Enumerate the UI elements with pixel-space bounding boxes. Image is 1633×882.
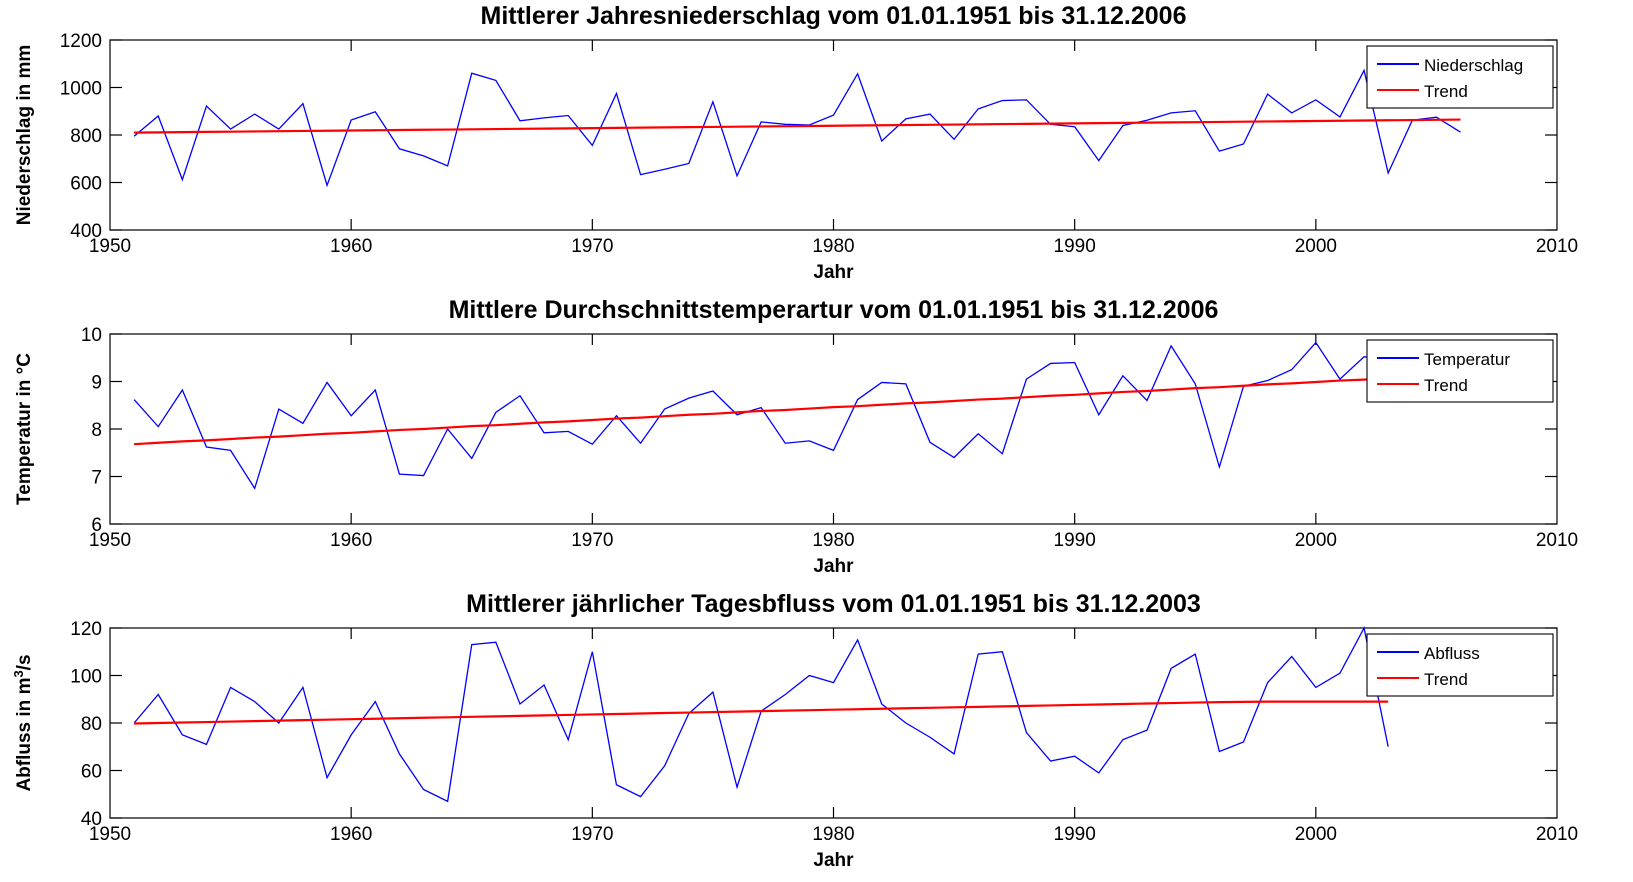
y-tick-label: 1200 (60, 31, 102, 52)
chart-panel-temperatur: Mittlere Durchschnittstemperartur vom 01… (0, 294, 1633, 588)
x-tick-label: 2010 (1536, 530, 1578, 551)
x-tick-label: 1960 (330, 530, 372, 551)
y-tick-label: 40 (81, 809, 102, 830)
x-axis-label: Jahr (813, 262, 854, 283)
chart-svg-abfluss[interactable]: Mittlerer jährlicher Tagesbfluss vom 01.… (0, 588, 1633, 882)
trend-series-line (134, 700, 1389, 725)
y-tick-label: 8 (91, 420, 102, 441)
legend-item-label: Trend (1424, 82, 1468, 101)
chart-title: Mittlere Durchschnittstemperartur vom 01… (449, 296, 1219, 324)
x-tick-label: 1980 (812, 236, 854, 257)
x-tick-label: 1970 (571, 530, 613, 551)
y-tick-label: 100 (70, 667, 102, 688)
legend-background (1366, 633, 1554, 697)
legend-item-label: Niederschlag (1424, 56, 1523, 75)
x-tick-label: 1990 (1054, 236, 1096, 257)
trend-series-line (134, 118, 1461, 134)
x-tick-label: 1950 (89, 530, 131, 551)
chart-title: Mittlerer Jahresniederschlag vom 01.01.1… (481, 2, 1187, 30)
data-series-line (133, 68, 1461, 188)
x-tick-label: 2010 (1536, 824, 1578, 845)
chart-svg-niederschlag[interactable]: Mittlerer Jahresniederschlag vom 01.01.1… (0, 0, 1633, 294)
legend-item-label: Abfluss (1424, 644, 1480, 663)
legend[interactable]: Niederschlag Trend (1366, 45, 1554, 109)
y-axis-label: Temperatur in °C (14, 353, 35, 505)
plot-frame (109, 627, 1558, 819)
x-tick-label: 1990 (1054, 824, 1096, 845)
y-axis-label: Niederschlag in mm (14, 45, 35, 226)
y-tick-label: 6 (91, 515, 102, 536)
chart-title: Mittlerer jährlicher Tagesbfluss vom 01.… (466, 590, 1201, 618)
x-tick-label: 1950 (89, 824, 131, 845)
x-axis-label: Jahr (813, 850, 854, 871)
x-tick-label: 1960 (330, 236, 372, 257)
x-axis-label: Jahr (813, 556, 854, 577)
x-tick-label: 1990 (1054, 530, 1096, 551)
y-tick-label: 1000 (60, 79, 102, 100)
plot-frame (109, 333, 1558, 525)
y-tick-label: 80 (81, 714, 102, 735)
y-tick-label: 9 (91, 373, 102, 394)
x-tick-label: 2010 (1536, 236, 1578, 257)
chart-panel-niederschlag: Mittlerer Jahresniederschlag vom 01.01.1… (0, 0, 1633, 294)
legend[interactable]: Abfluss Trend (1366, 633, 1554, 697)
x-tick-label: 1980 (812, 530, 854, 551)
y-tick-label: 800 (70, 126, 102, 147)
legend-item-label: Trend (1424, 670, 1468, 689)
legend-background (1366, 339, 1554, 403)
y-axis-label: Abfluss in m3/s (11, 654, 35, 791)
x-tick-label: 2000 (1295, 530, 1337, 551)
x-tick-label: 1960 (330, 824, 372, 845)
legend-item-label: Temperatur (1424, 350, 1510, 369)
legend[interactable]: Temperatur Trend (1366, 339, 1554, 403)
legend-background (1366, 45, 1554, 109)
x-tick-label: 2000 (1295, 236, 1337, 257)
y-tick-label: 7 (91, 468, 102, 489)
x-tick-label: 1970 (571, 824, 613, 845)
data-series-line (133, 626, 1389, 803)
chart-panel-abfluss: Mittlerer jährlicher Tagesbfluss vom 01.… (0, 588, 1633, 882)
x-tick-label: 1980 (812, 824, 854, 845)
chart-svg-temperatur[interactable]: Mittlere Durchschnittstemperartur vom 01… (0, 294, 1633, 588)
y-tick-label: 600 (70, 174, 102, 195)
y-tick-label: 400 (70, 221, 102, 242)
y-tick-label: 120 (70, 619, 102, 640)
y-tick-label: 60 (81, 762, 102, 783)
data-series-line (133, 341, 1461, 490)
legend-item-label: Trend (1424, 376, 1468, 395)
trend-series-line (134, 373, 1461, 446)
x-tick-label: 1970 (571, 236, 613, 257)
y-tick-label: 10 (81, 325, 102, 346)
x-tick-label: 1950 (89, 236, 131, 257)
plot-frame (109, 39, 1558, 231)
x-tick-label: 2000 (1295, 824, 1337, 845)
